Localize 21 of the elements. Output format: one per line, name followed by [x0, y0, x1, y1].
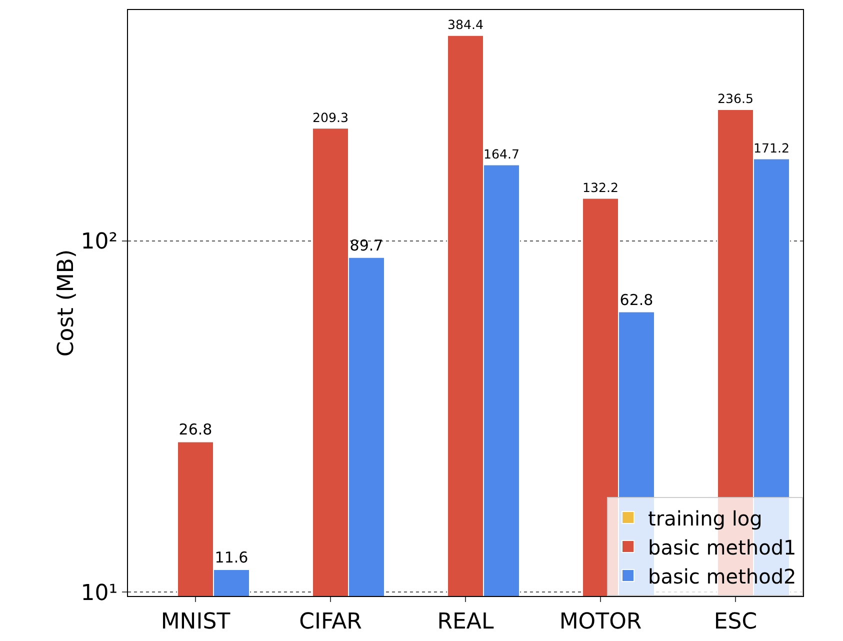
- x-tick-label: REAL: [437, 609, 494, 634]
- data-label: 209.3: [312, 110, 348, 125]
- data-label: 236.5: [718, 91, 754, 106]
- legend-label: training log: [648, 506, 762, 530]
- y-axis-title: Cost (MB): [54, 249, 79, 357]
- y-tick-label: 10¹: [80, 580, 118, 606]
- x-tick-label: MNIST: [160, 609, 231, 634]
- legend-label: basic method2: [648, 564, 796, 588]
- data-label: 26.8: [178, 420, 212, 439]
- data-label: 132.2: [582, 180, 618, 195]
- x-tick-label: CIFAR: [299, 609, 362, 634]
- x-tick-label: MOTOR: [559, 609, 642, 634]
- y-tick-label: 10²: [80, 230, 118, 255]
- data-label: 89.7: [350, 236, 384, 254]
- data-label: 171.2: [754, 140, 790, 156]
- data-label: 164.7: [484, 146, 520, 162]
- data-label: 384.4: [448, 17, 484, 32]
- data-label: 11.6: [214, 548, 248, 566]
- legend-label: basic method1: [648, 535, 796, 560]
- data-label: 62.8: [620, 290, 654, 309]
- x-tick-label: ESC: [714, 609, 758, 634]
